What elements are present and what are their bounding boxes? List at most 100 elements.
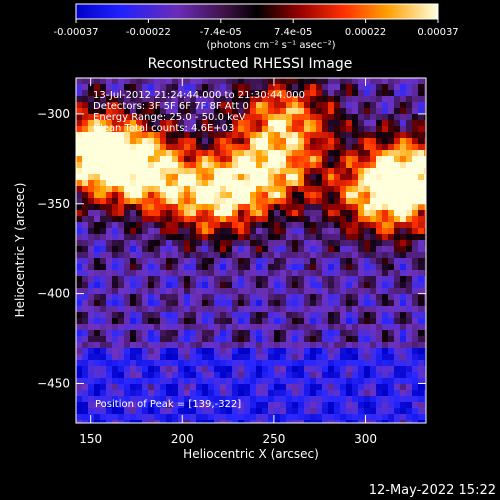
heatmap-cell [250,288,257,295]
heatmap-cell [82,204,89,211]
heatmap-cell [208,246,215,253]
heatmap-cell [238,240,245,247]
heatmap-cell [424,210,426,217]
heatmap-cell [304,102,311,109]
heatmap-cell [334,420,341,423]
heatmap-cell [100,210,107,217]
heatmap-cell [376,180,383,187]
heatmap-cell [190,258,197,265]
heatmap-cell [220,216,227,223]
heatmap-cell [358,210,365,217]
heatmap-cell [388,126,395,133]
heatmap-cell [118,372,125,379]
heatmap-cell [88,144,95,151]
heatmap-cell [286,384,293,391]
heatmap-cell [328,312,335,319]
heatmap-cell [298,378,305,385]
heatmap-cell [382,162,389,169]
heatmap-cell [196,252,203,259]
heatmap-cell [298,84,305,91]
heatmap-cell [232,234,239,241]
heatmap-cell [388,324,395,331]
heatmap-cell [196,282,203,289]
heatmap-cell [226,402,233,409]
heatmap-cell [172,84,179,91]
heatmap-cell [274,390,281,397]
heatmap-cell [244,90,251,97]
heatmap-cell [220,150,227,157]
heatmap-cell [178,162,185,169]
heatmap-cell [322,126,329,133]
heatmap-cell [340,102,347,109]
heatmap-cell [154,306,161,313]
heatmap-cell [328,210,335,217]
heatmap-cell [364,318,371,325]
heatmap-cell [382,390,389,397]
heatmap-cell [166,180,173,187]
heatmap-cell [280,330,287,337]
heatmap-cell [124,228,131,235]
heatmap-cell [280,174,287,181]
heatmap-cell [388,336,395,343]
heatmap-cell [208,312,215,319]
heatmap-cell [310,264,317,271]
heatmap-cell [382,228,389,235]
heatmap-cell [382,240,389,247]
heatmap-cell [274,192,281,199]
heatmap-cell [328,402,335,409]
heatmap-cell [220,90,227,97]
heatmap-cell [166,264,173,271]
heatmap-cell [244,144,251,151]
heatmap-cell [118,336,125,343]
heatmap-cell [136,348,143,355]
heatmap-cell [238,270,245,277]
heatmap-cell [286,288,293,295]
heatmap-cell [316,264,323,271]
heatmap-cell [226,198,233,205]
heatmap-cell [328,420,335,423]
heatmap-cell [190,360,197,367]
heatmap-cell [346,330,353,337]
heatmap-cell [376,288,383,295]
heatmap-cell [160,78,167,85]
heatmap-cell [364,228,371,235]
heatmap-cell [406,258,413,265]
heatmap-cell [208,234,215,241]
heatmap-cell [76,294,83,301]
heatmap-cell [400,408,407,415]
heatmap-cell [238,336,245,343]
heatmap-cell [268,240,275,247]
heatmap-cell [340,216,347,223]
heatmap-cell [382,264,389,271]
heatmap-cell [346,240,353,247]
heatmap-cell [196,276,203,283]
heatmap-cell [352,186,359,193]
heatmap-cell [232,120,239,127]
heatmap-cell [244,258,251,265]
heatmap-cell [292,336,299,343]
heatmap-cell [124,192,131,199]
heatmap-cell [166,324,173,331]
heatmap-cell [154,192,161,199]
heatmap-cell [262,360,269,367]
heatmap-cell [88,360,95,367]
heatmap-cell [184,234,191,241]
heatmap-cell [286,210,293,217]
heatmap-cell [328,108,335,115]
heatmap-cell [208,420,215,423]
heatmap-cell [256,210,263,217]
heatmap-cell [274,84,281,91]
heatmap-cell [148,330,155,337]
heatmap-cell [418,168,425,175]
heatmap-cell [238,384,245,391]
heatmap-cell [394,144,401,151]
heatmap-cell [334,300,341,307]
heatmap-cell [94,144,101,151]
heatmap-cell [310,168,317,175]
heatmap-cell [316,408,323,415]
heatmap-cell [178,84,185,91]
heatmap-cell [142,276,149,283]
heatmap-cell [298,168,305,175]
heatmap-cell [190,114,197,121]
heatmap-cell [190,84,197,91]
